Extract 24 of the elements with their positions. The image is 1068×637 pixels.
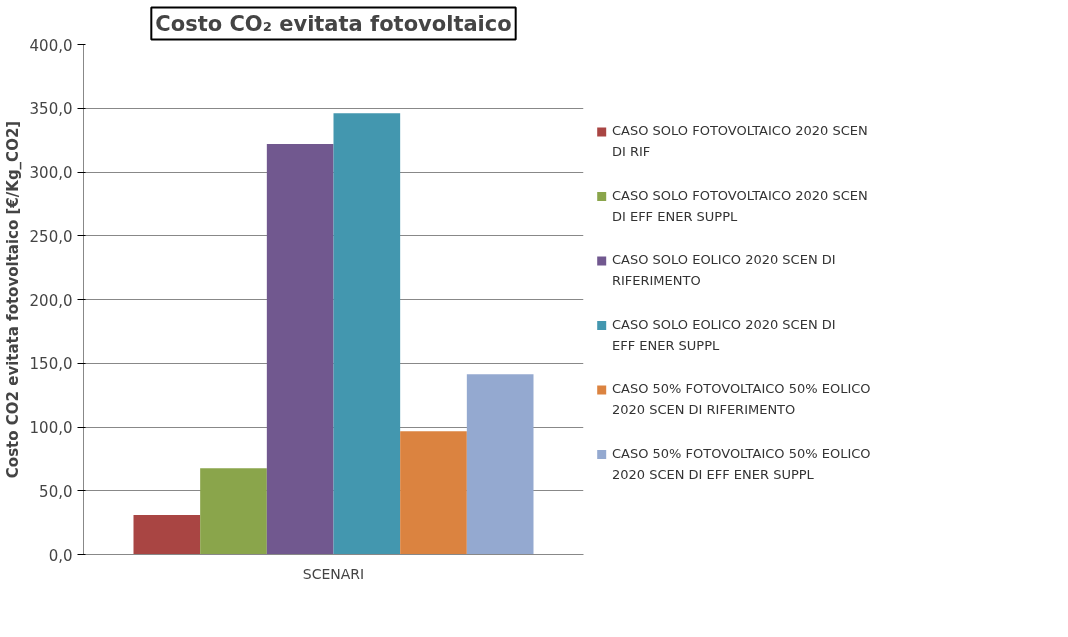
y-tick-label: 250,0 [29,227,73,246]
y-tick-label: 50,0 [39,482,73,501]
y-tick-label: 100,0 [29,419,73,437]
bar [200,468,267,555]
y-tick-label: 150,0 [29,355,73,374]
y-axis-title: Costo CO2 evitata fotovoltaico [€/Kg_CO2] [3,120,22,479]
legend-label: CASO SOLO FOTOVOLTAICO 2020 SCEN DI EFF ENER SUPPL [611,187,868,224]
chart-title: Costo CO₂ evitata fotovoltaico [155,11,512,36]
y-tick-label: 200,0 [29,291,73,310]
y-tick-label: 300,0 [29,164,73,182]
bar [333,113,401,555]
legend-label: CASO SOLO EOLICO 2020 SCEN DI EFF ENER SUPPL [611,316,836,353]
legend-label: CASO 50% FOTOVOLTAICO 50% EOLICO 2020 SCEN DI EFF ENER SUPPL [611,445,871,482]
bar [466,374,534,555]
legend-label: CASO 50% FOTOVOLTAICO 50% EOLICO 2020 SCEN DI RIFERIMENTO [611,381,871,418]
bar [133,514,201,555]
y-tick-label: 400,0 [29,36,73,55]
y-tick-label: 0,0 [48,546,73,565]
x-tick-label: SCENARI [302,565,365,582]
bar [400,431,467,555]
bar [266,143,334,555]
legend-label: CASO SOLO FOTOVOLTAICO 2020 SCEN DI RIF [611,123,868,160]
legend-label: CASO SOLO EOLICO 2020 SCEN DI RIFERIMENTO [611,252,836,289]
y-tick-label: 350,0 [29,100,73,119]
